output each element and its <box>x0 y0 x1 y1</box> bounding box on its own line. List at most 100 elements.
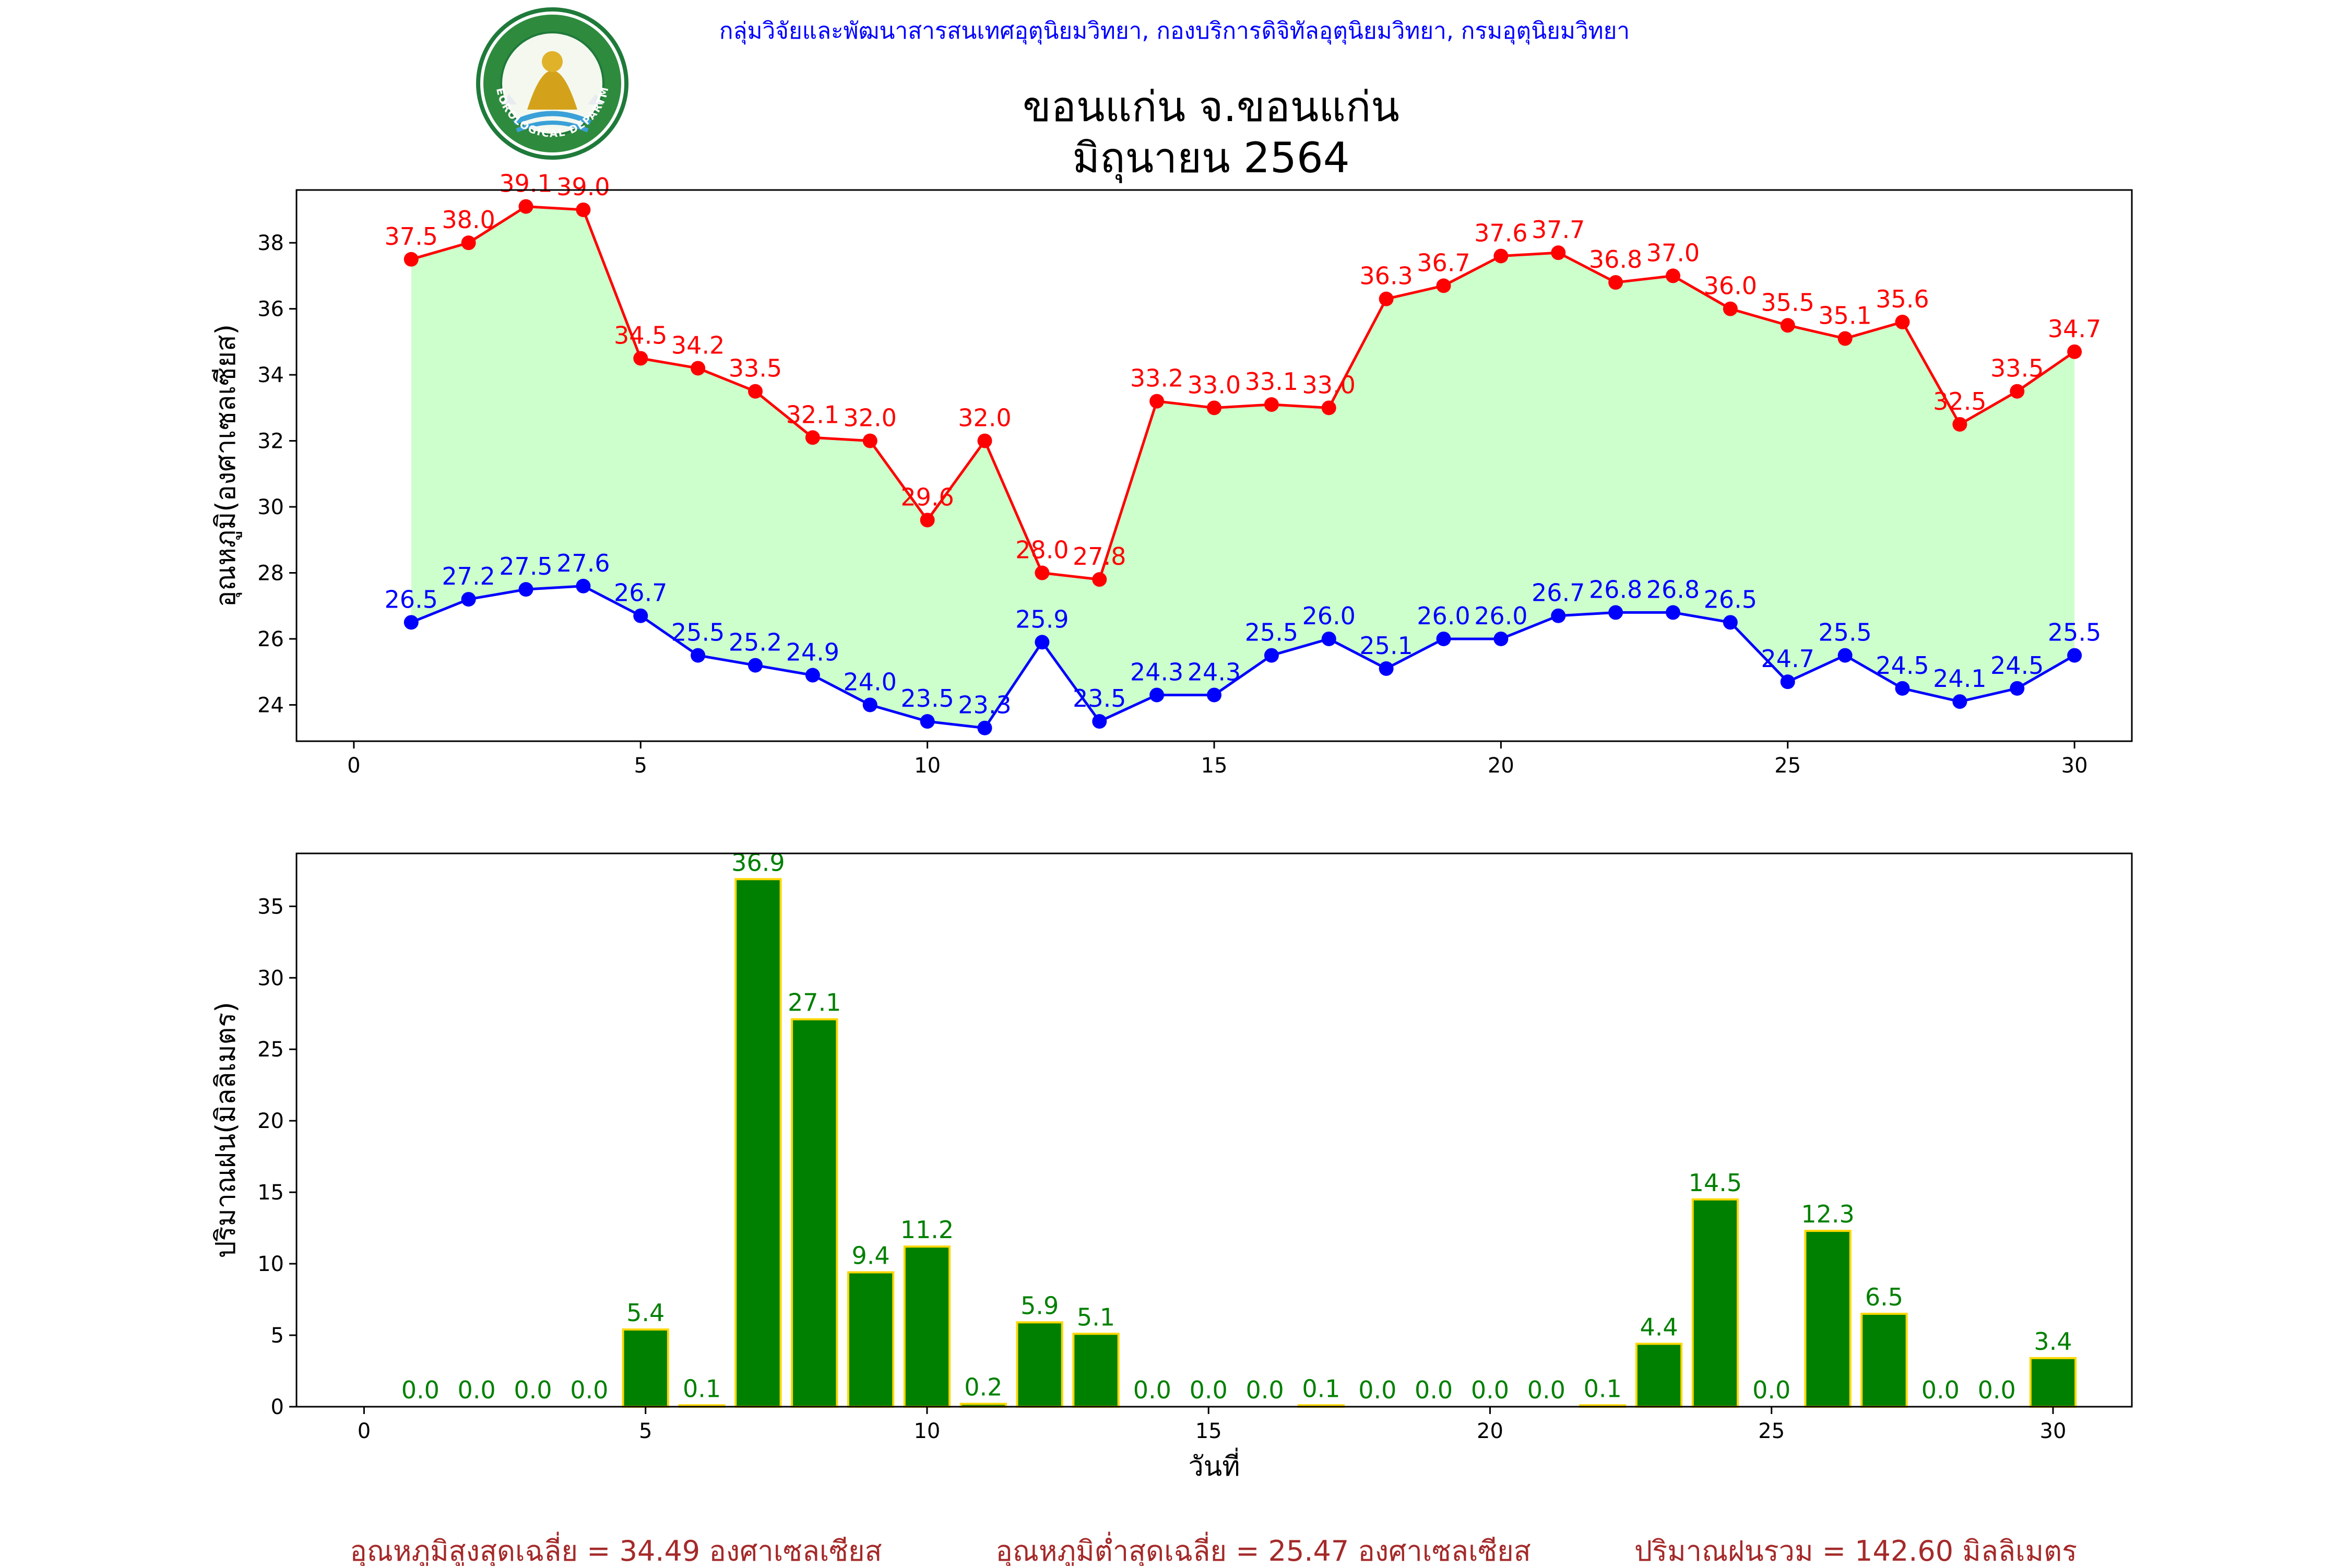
rain-value-label: 6.5 <box>1865 1283 1903 1311</box>
max-temp-point <box>1493 248 1509 264</box>
min-temp-point <box>1092 714 1107 729</box>
avg-max-temp-text: อุณหภูมิสูงสุดเฉลี่ย = 34.49 องศาเซลเซีย… <box>350 1531 882 1566</box>
max-temp-label: 37.6 <box>1474 219 1527 247</box>
max-temp-point <box>404 252 419 267</box>
min-temp-point <box>1149 687 1165 703</box>
max-temp-label: 33.1 <box>1245 367 1298 396</box>
min-temp-label: 24.5 <box>1990 651 2044 680</box>
max-temp-point <box>1608 275 1623 290</box>
rain-value-label: 27.1 <box>788 989 841 1017</box>
min-temp-point <box>1608 605 1623 620</box>
rain-value-label: 0.0 <box>1358 1376 1396 1404</box>
min-temp-label: 27.5 <box>499 552 552 580</box>
rain-bar <box>1860 1312 1908 1408</box>
x-tick-label: 20 <box>1477 1419 1503 1443</box>
y-tick-label: 15 <box>257 1181 284 1205</box>
rain-value-label: 0.2 <box>964 1373 1002 1401</box>
y-tick-label: 20 <box>257 1109 284 1133</box>
max-temp-label: 27.8 <box>1073 542 1126 571</box>
min-temp-point <box>862 697 877 712</box>
y-tick-label: 30 <box>257 495 284 519</box>
max-temp-label: 36.8 <box>1589 245 1642 274</box>
max-temp-label: 33.2 <box>1130 364 1183 393</box>
x-tick-label: 25 <box>1758 1419 1785 1443</box>
rain-value-label: 0.0 <box>1245 1376 1284 1404</box>
rain-bar <box>1635 1343 1683 1408</box>
min-temp-label: 25.9 <box>1015 605 1069 633</box>
x-tick-label: 0 <box>347 754 360 778</box>
y-tick-label: 28 <box>257 562 284 586</box>
y-tick-label: 5 <box>271 1324 284 1348</box>
max-temp-label: 28.0 <box>1015 536 1069 564</box>
max-temp-label: 35.1 <box>1818 302 1871 330</box>
min-temp-point <box>461 592 476 607</box>
rain-value-label: 5.4 <box>626 1299 665 1327</box>
max-temp-point <box>1207 400 1221 415</box>
min-temp-label: 26.5 <box>385 585 438 613</box>
plot-frame <box>295 852 2133 1408</box>
max-temp-line <box>411 205 2075 581</box>
max-temp-point <box>1666 268 1680 283</box>
max-temp-label: 32.1 <box>786 400 839 429</box>
max-temp-point <box>1035 565 1050 580</box>
max-temp-label: 34.2 <box>671 331 725 359</box>
min-temp-label: 24.1 <box>1933 664 1986 693</box>
y-tick-label: 0 <box>271 1395 284 1419</box>
max-temp-label: 38.0 <box>442 206 495 234</box>
rain-value-label: 0.0 <box>1133 1376 1171 1404</box>
meteorological-department-logo: METEOROLOGICAL DEPARTMENT <box>0 0 628 160</box>
rain-value-label: 4.4 <box>1640 1313 1678 1341</box>
rain-value-label: 0.0 <box>1190 1376 1228 1404</box>
rain-value-label: 0.0 <box>458 1376 496 1404</box>
max-temp-label: 39.1 <box>499 170 552 198</box>
y-tick-label: 38 <box>257 231 284 255</box>
min-temp-label: 24.0 <box>844 668 897 696</box>
chart-title-line1: ขอนแก่น จ.ขอนแก่น <box>1023 82 1399 131</box>
min-temp-point <box>404 615 419 630</box>
rain-value-label: 5.1 <box>1077 1303 1115 1331</box>
avg-min-temp-text: อุณหภูมิต่ำสุดเฉลี่ย = 25.47 องศาเซลเซีย… <box>995 1531 1531 1566</box>
max-temp-label: 32.0 <box>958 404 1011 432</box>
x-tick-label: 15 <box>1195 1419 1222 1443</box>
max-temp-label: 29.6 <box>900 483 954 511</box>
min-temp-label: 24.5 <box>1876 651 1929 680</box>
max-temp-label: 34.5 <box>614 321 667 349</box>
rainfall-chart: 0.0 0.0 0.0 0.0 5.4 0.1 36.9 27.1 9.4 11.2 0.2 5.9 5… <box>210 848 2133 1482</box>
x-tick-label: 10 <box>914 1419 940 1443</box>
y-tick-label: 35 <box>257 895 284 919</box>
max-temp-point <box>2010 384 2025 399</box>
rain-value-label: 9.4 <box>852 1242 890 1270</box>
max-temp-point <box>1723 301 1738 316</box>
rain-bar <box>1804 1230 1852 1408</box>
max-temp-label: 33.5 <box>729 354 782 383</box>
y-tick-label: 32 <box>257 430 284 454</box>
rain-value-label: 0.1 <box>683 1374 721 1403</box>
min-temp-point <box>805 668 820 683</box>
min-temp-point <box>748 658 763 673</box>
x-tick-label: 30 <box>2061 754 2088 778</box>
max-temp-point <box>977 433 992 448</box>
min-temp-label: 24.9 <box>786 638 839 667</box>
x-tick-label: 10 <box>914 754 941 778</box>
max-temp-point <box>576 202 591 217</box>
y-tick-label: 10 <box>257 1252 284 1276</box>
organization-text: กลุ่มวิจัยและพัฒนาสารสนเทศอุตุนิยมวิทยา,… <box>719 18 1630 45</box>
max-temp-label: 37.0 <box>1646 239 1700 267</box>
min-temp-point <box>1780 674 1795 690</box>
max-temp-label: 36.7 <box>1417 248 1470 277</box>
min-temp-point <box>691 648 706 663</box>
min-temp-point <box>1264 648 1279 663</box>
x-tick-label: 5 <box>634 754 647 778</box>
x-axis-label: วันที่ <box>1188 1447 1240 1482</box>
rain-value-label: 0.0 <box>1752 1376 1790 1404</box>
max-temp-point <box>518 199 533 214</box>
min-temp-point <box>1379 661 1394 676</box>
plot-frame <box>295 189 2133 742</box>
max-temp-point <box>1379 291 1394 306</box>
y-tick-label: 34 <box>257 363 284 387</box>
max-temp-point <box>1092 572 1107 587</box>
rain-bar <box>903 1245 951 1408</box>
rain-bar <box>1016 1321 1063 1408</box>
min-temp-point <box>1035 635 1050 650</box>
